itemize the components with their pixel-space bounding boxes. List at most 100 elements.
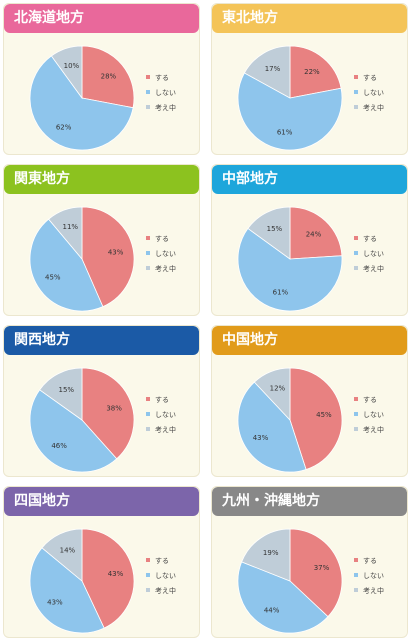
pie-slice-kangaechu — [243, 45, 291, 99]
legend-swatch — [146, 75, 150, 79]
legend-item: する — [354, 74, 384, 89]
pie-slice-kangaechu — [41, 528, 83, 582]
legend-label: 考え中 — [155, 426, 176, 434]
legend-label: 考え中 — [363, 104, 384, 112]
legend-label: しない — [155, 572, 176, 580]
pie-slice-shinai — [29, 55, 134, 151]
pie-chart: 24% 61% 15% — [237, 206, 343, 312]
slice-percent-label: 45% — [316, 411, 332, 419]
pie-chart: 43% 45% 11% — [29, 206, 135, 312]
region-chart-panel: 関東地方 43% 45% 11% するしない考え中 — [3, 164, 200, 316]
legend-label: しない — [363, 411, 384, 419]
legend-item: しない — [146, 89, 176, 104]
legend-swatch — [354, 588, 358, 592]
region-title: 関東地方 — [4, 165, 199, 194]
legend-label: 考え中 — [155, 587, 176, 595]
legend-item: 考え中 — [354, 265, 384, 280]
legend-item: 考え中 — [146, 265, 176, 280]
legend-item: する — [146, 235, 176, 250]
legend-label: しない — [363, 572, 384, 580]
slice-percent-label: 43% — [47, 599, 63, 607]
legend-item: する — [146, 396, 176, 411]
slice-percent-label: 12% — [270, 385, 286, 393]
slice-percent-label: 46% — [51, 442, 67, 450]
legend-label: しない — [155, 89, 176, 97]
legend-swatch — [354, 397, 358, 401]
legend-swatch — [354, 266, 358, 270]
legend-swatch — [354, 573, 358, 577]
region-chart-panel: 中国地方 45% 43% 12% する しない 考え中 — [211, 325, 408, 477]
legend-swatch — [146, 573, 150, 577]
legend-label: 考え中 — [363, 265, 384, 273]
chart-legend: する しない 考え中 — [354, 74, 384, 119]
legend-item: しない — [354, 89, 384, 104]
pie-slice-suru — [81, 206, 135, 308]
slice-percent-label: 44% — [264, 607, 280, 615]
legend-label: 考え中 — [155, 104, 176, 112]
legend-swatch — [354, 105, 358, 109]
chart-legend: する しない 考え中 — [354, 235, 384, 280]
pie-slice-suru — [289, 367, 343, 470]
slice-percent-label: 10% — [64, 62, 80, 70]
legend-swatch — [146, 397, 150, 401]
region-chart-panel: 四国地方 43% 43% 14% する しない 考え中 — [3, 486, 200, 638]
chart-legend: する しない 考え中 — [146, 235, 176, 280]
pie-slice-shinai — [237, 381, 307, 473]
legend-label: する — [363, 74, 377, 82]
legend-label: する — [155, 557, 169, 565]
legend-label: する — [363, 235, 377, 243]
slice-percent-label: 22% — [304, 68, 320, 76]
legend-label: しない — [363, 89, 384, 97]
legend-swatch — [146, 90, 150, 94]
slice-percent-label: 37% — [314, 564, 330, 572]
legend-swatch — [146, 412, 150, 416]
legend-label: しない — [155, 411, 176, 419]
legend-item: する — [354, 557, 384, 572]
legend-label: しない — [363, 250, 384, 258]
slice-percent-label: 17% — [265, 65, 281, 73]
legend-item: しない — [354, 411, 384, 426]
legend-item: する — [354, 235, 384, 250]
legend-label: 考え中 — [363, 426, 384, 434]
slice-percent-label: 28% — [101, 73, 117, 81]
pie-chart: 22% 61% 17% — [237, 45, 343, 151]
pie-chart: 37% 44% 19% — [237, 528, 343, 634]
legend-item: 考え中 — [146, 426, 176, 441]
pie-slice-kangaechu — [247, 206, 291, 260]
region-title: 中部地方 — [212, 165, 407, 194]
region-title: 関西地方 — [4, 326, 199, 355]
legend-label: 考え中 — [155, 265, 176, 273]
legend-label: する — [363, 557, 377, 565]
pie-chart: 43% 43% 14% — [29, 528, 135, 634]
legend-label: する — [363, 396, 377, 404]
pie-chart: 45% 43% 12% — [237, 367, 343, 473]
legend-item: しない — [354, 572, 384, 587]
legend-item: しない — [354, 250, 384, 265]
pie-slice-suru — [289, 45, 342, 99]
legend-item: 考え中 — [146, 587, 176, 602]
pie-slice-shinai — [237, 227, 343, 312]
slice-percent-label: 24% — [306, 231, 322, 239]
legend-item: する — [354, 396, 384, 411]
pie-slice-suru — [81, 367, 135, 460]
slice-percent-label: 61% — [273, 289, 289, 297]
legend-label: しない — [155, 250, 176, 258]
legend-item: 考え中 — [354, 587, 384, 602]
slice-percent-label: 14% — [60, 546, 76, 554]
legend-swatch — [146, 558, 150, 562]
region-title: 九州・沖縄地方 — [212, 487, 407, 516]
pie-slice-shinai — [29, 547, 105, 634]
legend-swatch — [354, 75, 358, 79]
legend-label: する — [155, 235, 169, 243]
legend-swatch — [146, 588, 150, 592]
pie-slice-suru — [289, 528, 343, 618]
legend-label: 考え中 — [363, 587, 384, 595]
region-chart-panel: 中部地方 24% 61% 15% する しない 考え中 — [211, 164, 408, 316]
pie-slice-suru — [81, 45, 135, 109]
legend-swatch — [146, 427, 150, 431]
legend-item: する — [146, 557, 176, 572]
pie-slice-suru — [289, 206, 343, 260]
region-chart-panel: 九州・沖縄地方 37% 44% 19% する しない 考え中 — [211, 486, 408, 638]
chart-legend: する しない 考え中 — [146, 557, 176, 602]
